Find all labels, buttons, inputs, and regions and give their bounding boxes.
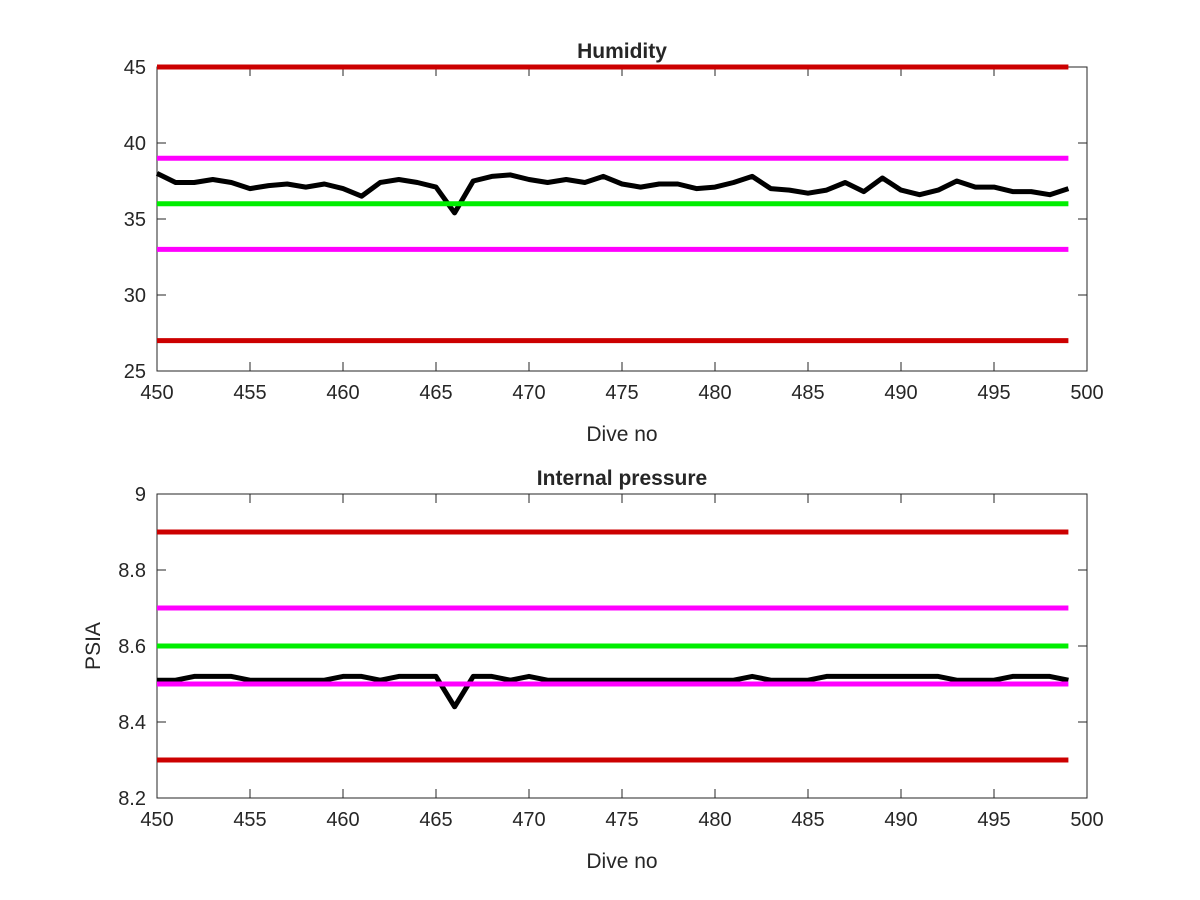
x-tick-label: 490: [884, 382, 917, 404]
chart-title: Humidity: [577, 40, 667, 63]
x-tick-label: 455: [233, 382, 266, 404]
x-axis-label: Dive no: [586, 423, 657, 446]
y-tick-label: 8.4: [118, 712, 146, 734]
x-tick-label: 455: [233, 809, 266, 831]
x-tick-label: 470: [512, 382, 545, 404]
data-series-line: [157, 673, 1069, 710]
x-tick-label: 495: [977, 382, 1010, 404]
y-tick-label: 9: [135, 484, 146, 506]
x-tick-label: 485: [791, 382, 824, 404]
x-tick-label: 480: [698, 382, 731, 404]
data-series-line: [155, 171, 1070, 216]
y-tick-label: 8.6: [118, 636, 146, 658]
x-tick-label: 480: [698, 809, 731, 831]
chart-title: Internal pressure: [537, 467, 707, 490]
y-tick-label: 45: [124, 57, 146, 79]
x-tick-label: 460: [326, 382, 359, 404]
x-tick-label: 470: [512, 809, 545, 831]
x-tick-label: 465: [419, 809, 452, 831]
x-tick-label: 500: [1070, 382, 1103, 404]
plot-frame: [156, 66, 1088, 372]
x-axis-label: Dive no: [586, 850, 657, 873]
x-tick-label: 460: [326, 809, 359, 831]
x-tick-label: 475: [605, 809, 638, 831]
x-tick-label: 495: [977, 809, 1010, 831]
x-tick-label: 475: [605, 382, 638, 404]
y-axis-label: PSIA: [82, 622, 105, 670]
x-tick-label: 485: [791, 809, 824, 831]
x-tick-label: 450: [140, 809, 173, 831]
y-tick-label: 40: [124, 133, 146, 155]
y-tick-label: 30: [124, 285, 146, 307]
y-tick-label: 35: [124, 209, 146, 231]
internal-pressure-subplot: 450 455 460 465 470 475 480 485 490 495 500 8.2 8.4 8…: [82, 467, 1104, 873]
y-tick-label: 8.2: [118, 788, 146, 810]
x-tick-label: 450: [140, 382, 173, 404]
y-tick-label: 25: [124, 361, 146, 383]
humidity-subplot: 450 455 460 465 470 475 480 485 490 495 500 25 30 35 4…: [124, 40, 1104, 446]
x-tick-label: 465: [419, 382, 452, 404]
x-tick-label: 490: [884, 809, 917, 831]
y-tick-label: 8.8: [118, 560, 146, 582]
x-tick-label: 500: [1070, 809, 1103, 831]
